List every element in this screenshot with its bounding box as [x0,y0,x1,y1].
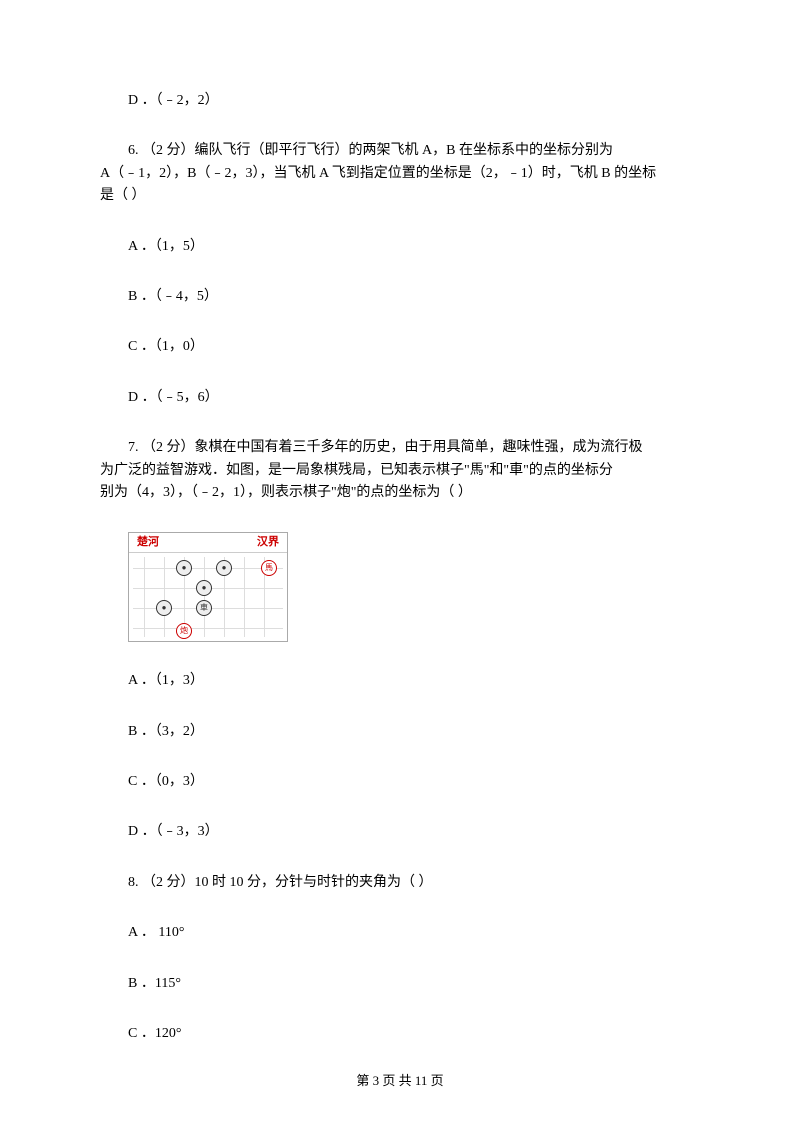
grid-vline [144,557,145,637]
chess-piece-pao: 炮 [176,623,192,639]
q6-stem-line1: 6. （2 分）编队飞行（即平行飞行）的两架飞机 A，B 在坐标系中的坐标分别为 [100,140,700,162]
chess-diagram: 楚河 汉界 ● ● 馬 ● ● 車 炮 [128,532,288,642]
grid-vline [204,557,205,637]
q6-stem-line3: 是（ ） [100,185,700,207]
chess-header: 楚河 汉界 [129,533,287,553]
chess-piece: ● [156,600,172,616]
q8-option-c: C ．120° [100,1023,700,1045]
q7-option-c: C ．（0，3） [100,771,700,793]
q6-option-d: D ．（﹣5，6） [100,387,700,409]
q6-option-a: A ．（1，5） [100,236,700,258]
chess-piece: ● [176,560,192,576]
chess-piece-che: 車 [196,600,212,616]
q7-option-a: A ．（1，3） [100,670,700,692]
page-footer: 第 3 页 共 11 页 [0,1071,800,1092]
q6-stem-line2: A（﹣1，2），B（﹣2，3），当飞机 A 飞到指定位置的坐标是（2，﹣1）时，… [100,163,700,185]
q7-stem-line2: 为广泛的益智游戏．如图，是一局象棋残局，已知表示棋子"馬"和"車"的点的坐标分 [100,460,700,482]
q7-stem-line3: 别为（4，3），（﹣2，1），则表示棋子"炮"的点的坐标为（ ） [100,482,700,504]
chess-piece-ma: 馬 [261,560,277,576]
chess-piece: ● [216,560,232,576]
q8-option-b: B ．115° [100,973,700,995]
chess-label-right: 汉界 [257,534,279,552]
grid-vline [164,557,165,637]
chess-grid: ● ● 馬 ● ● 車 炮 [129,553,287,641]
q6-option-b: B ．（﹣4，5） [100,286,700,308]
q8-option-a: A ． 110° [100,922,700,944]
q5-option-d: D ．（﹣2，2） [100,90,700,112]
q8-stem: 8. （2 分）10 时 10 分，分针与时针的夹角为（ ） [100,872,700,894]
q7-stem-line1: 7. （2 分）象棋在中国有着三千多年的历史，由于用具简单，趣味性强，成为流行极 [100,437,700,459]
grid-vline [244,557,245,637]
q7-option-b: B ．（3，2） [100,721,700,743]
grid-hline [133,628,283,629]
chess-piece: ● [196,580,212,596]
page-content: D ．（﹣2，2） 6. （2 分）编队飞行（即平行飞行）的两架飞机 A，B 在… [0,0,800,1045]
chess-label-left: 楚河 [137,534,159,552]
q6-option-c: C ．（1，0） [100,336,700,358]
q7-option-d: D ．（﹣3，3） [100,821,700,843]
